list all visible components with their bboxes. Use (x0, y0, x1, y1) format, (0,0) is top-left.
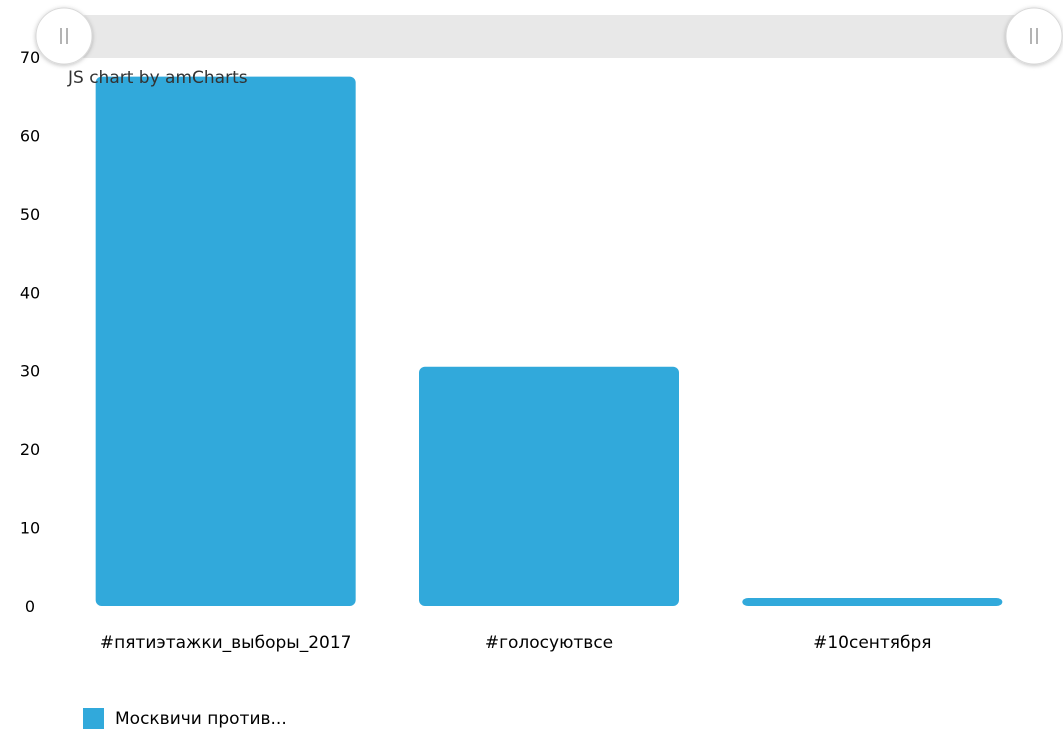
y-tick-label: 70 (20, 48, 40, 67)
y-tick-label: 0 (25, 597, 35, 616)
y-tick-label: 50 (20, 205, 40, 224)
grip-handle[interactable] (1005, 7, 1063, 65)
bar[interactable] (419, 366, 679, 606)
x-axis: #пятиэтажки_выборы_2017 #голосуютвсе #10се… (100, 633, 932, 653)
y-tick-label: 20 (20, 440, 40, 459)
x-category-label: #10сентября (813, 633, 931, 653)
x-category-label: #пятиэтажки_выборы_2017 (100, 633, 352, 653)
bar[interactable] (742, 598, 1003, 606)
scrollbar[interactable] (35, 7, 1063, 65)
y-tick-label: 30 (20, 362, 40, 381)
y-axis: 0 10 20 30 40 50 60 70 (20, 48, 40, 616)
bar[interactable] (95, 76, 356, 607)
grip-icon (60, 28, 68, 44)
scrollbar-left-grip[interactable] (35, 7, 93, 65)
y-tick-label: 60 (20, 126, 40, 145)
legend-swatch[interactable] (83, 708, 104, 729)
y-tick-label: 40 (20, 283, 40, 302)
grip-handle[interactable] (35, 7, 93, 65)
scrollbar-right-grip[interactable] (1005, 7, 1063, 65)
grip-icon (1030, 28, 1038, 44)
y-tick-label: 10 (20, 519, 40, 538)
legend[interactable]: Москвичи против... (83, 708, 287, 729)
bar-series (95, 76, 1003, 607)
x-category-label: #голосуютвсе (485, 633, 613, 653)
chart-credit[interactable]: JS chart by amCharts (67, 68, 248, 88)
legend-label[interactable]: Москвичи против... (115, 709, 287, 729)
scrollbar-track[interactable] (65, 15, 1035, 58)
